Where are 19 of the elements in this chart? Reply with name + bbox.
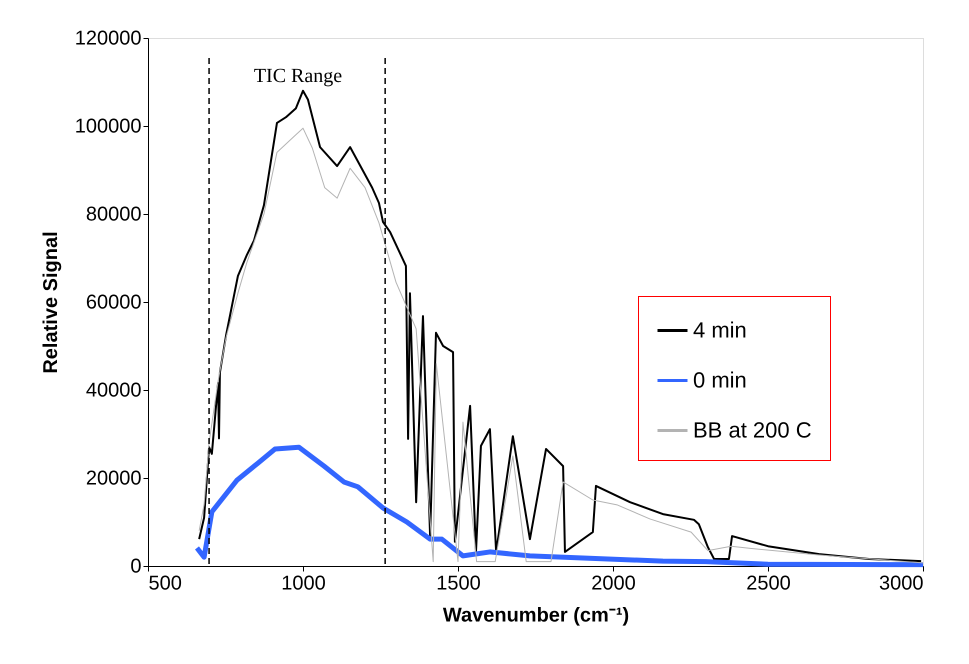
x-tick-label: 1500 [436,572,481,594]
y-tick-label: 60000 [86,292,142,314]
x-tick-label: 500 [148,572,182,594]
y-tick-label: 80000 [86,204,142,226]
y-tick-label: 0 [130,556,142,578]
x-tick-label: 2000 [591,572,636,594]
y-tick-label: 100000 [74,116,142,138]
x-axis-title: Wavenumber (cm⁻¹) [442,604,630,626]
legend-label: BB at 200 C [693,418,812,442]
x-tick-label: 2500 [746,572,791,594]
y-tick-label: 20000 [86,468,142,490]
y-tick-label: 40000 [86,380,142,402]
x-tick-label: 3000 [879,572,924,594]
legend-label: 0 min [693,368,747,392]
legend-label: 4 min [693,318,747,342]
y-axis-title: Relative Signal [40,231,62,374]
annotation: TIC Range [254,65,342,87]
y-tick-label: 120000 [74,28,142,50]
x-tick-label: 1000 [281,572,326,594]
